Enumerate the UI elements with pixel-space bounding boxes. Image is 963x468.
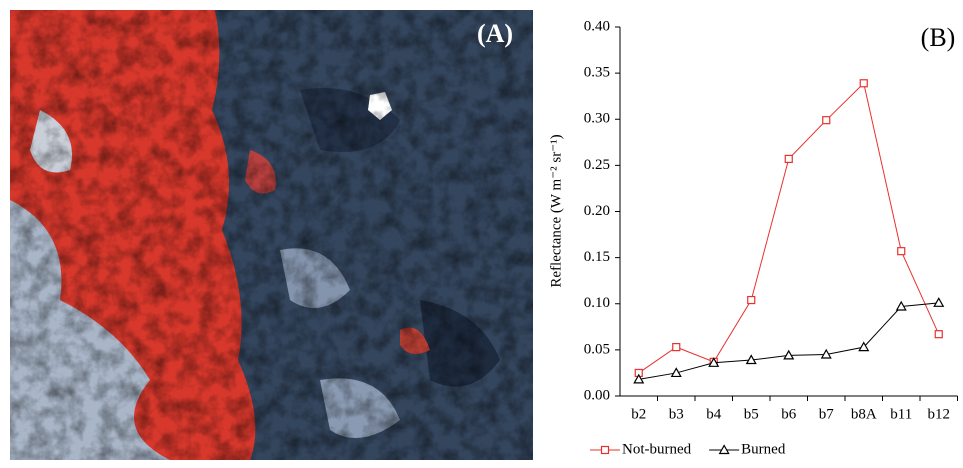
series-line	[639, 303, 939, 380]
x-tick-label: b5	[744, 406, 759, 422]
x-tick-label: b4	[706, 406, 722, 422]
data-point	[860, 80, 867, 87]
data-point	[898, 248, 905, 255]
satellite-image: (A)	[10, 10, 533, 460]
y-tick-label: 0.30	[584, 111, 610, 127]
legend-label: Not-burned	[622, 441, 692, 457]
y-axis-label: Reflectance (W m⁻² sr⁻¹)	[548, 134, 564, 287]
data-point	[748, 297, 755, 304]
x-tick-label: b6	[781, 406, 797, 422]
x-tick-label: b3	[669, 406, 684, 422]
x-tick-label: b7	[819, 406, 835, 422]
data-point	[823, 117, 830, 124]
x-tick-label: b12	[928, 406, 951, 422]
data-point	[935, 331, 942, 338]
data-point	[934, 298, 943, 306]
x-tick-label: b11	[890, 406, 912, 422]
y-tick-label: 0.15	[584, 249, 610, 265]
y-tick-label: 0.00	[584, 387, 610, 403]
y-tick-label: 0.10	[584, 295, 610, 311]
y-tick-label: 0.05	[584, 341, 610, 357]
figure: (A) (B) Reflectance (W m⁻² sr⁻¹) 0.00 0.0…	[0, 0, 963, 468]
legend-label: Burned	[741, 441, 786, 457]
data-point	[673, 344, 680, 351]
series-line	[639, 83, 939, 373]
y-tick-label: 0.20	[584, 203, 610, 219]
data-point	[785, 155, 792, 162]
y-tick-label: 0.35	[584, 65, 610, 81]
panel-label: (B)	[921, 23, 956, 52]
x-tick-label: b2	[631, 406, 646, 422]
x-tick-label: b8A	[851, 406, 877, 422]
y-tick-label: 0.40	[584, 18, 610, 34]
y-tick-label: 0.25	[584, 157, 610, 173]
panel-label: (A)	[477, 19, 513, 48]
legend-marker	[602, 447, 609, 454]
